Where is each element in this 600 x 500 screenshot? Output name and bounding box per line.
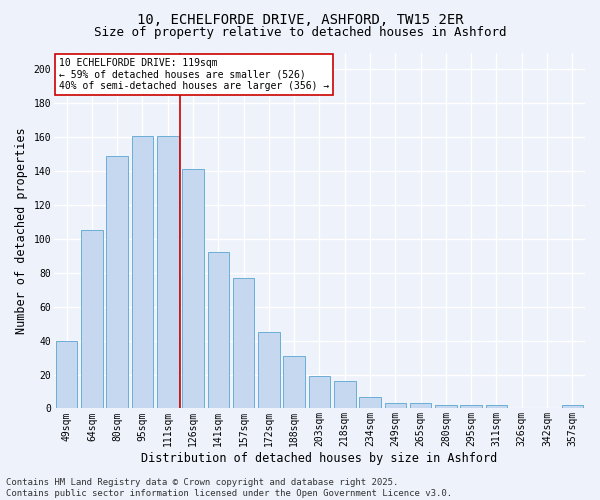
Text: Size of property relative to detached houses in Ashford: Size of property relative to detached ho… bbox=[94, 26, 506, 39]
Bar bbox=[283, 356, 305, 408]
Bar bbox=[435, 405, 457, 408]
Bar bbox=[233, 278, 254, 408]
Bar bbox=[385, 404, 406, 408]
X-axis label: Distribution of detached houses by size in Ashford: Distribution of detached houses by size … bbox=[142, 452, 497, 465]
Text: 10, ECHELFORDE DRIVE, ASHFORD, TW15 2ER: 10, ECHELFORDE DRIVE, ASHFORD, TW15 2ER bbox=[137, 12, 463, 26]
Y-axis label: Number of detached properties: Number of detached properties bbox=[15, 127, 28, 334]
Bar bbox=[81, 230, 103, 408]
Bar bbox=[258, 332, 280, 408]
Bar bbox=[460, 405, 482, 408]
Bar bbox=[334, 382, 356, 408]
Bar bbox=[106, 156, 128, 408]
Text: 10 ECHELFORDE DRIVE: 119sqm
← 59% of detached houses are smaller (526)
40% of se: 10 ECHELFORDE DRIVE: 119sqm ← 59% of det… bbox=[59, 58, 329, 91]
Bar bbox=[359, 396, 381, 408]
Bar bbox=[562, 405, 583, 408]
Bar bbox=[410, 404, 431, 408]
Bar bbox=[132, 136, 153, 408]
Bar bbox=[157, 136, 179, 408]
Bar bbox=[309, 376, 330, 408]
Bar bbox=[56, 340, 77, 408]
Bar bbox=[486, 405, 507, 408]
Text: Contains HM Land Registry data © Crown copyright and database right 2025.
Contai: Contains HM Land Registry data © Crown c… bbox=[6, 478, 452, 498]
Bar bbox=[208, 252, 229, 408]
Bar bbox=[182, 170, 204, 408]
